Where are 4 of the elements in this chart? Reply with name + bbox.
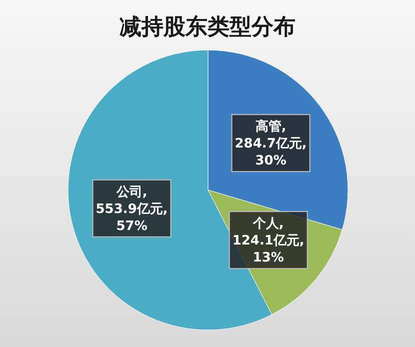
slice-label: 公司, 553.9亿元, 57% xyxy=(96,184,168,234)
slice-label: 个人, 124.1亿元, 13% xyxy=(232,216,304,266)
chart-title: 减持股东类型分布 xyxy=(120,14,296,40)
slice-label: 高管, 284.7亿元, 30% xyxy=(234,118,307,169)
